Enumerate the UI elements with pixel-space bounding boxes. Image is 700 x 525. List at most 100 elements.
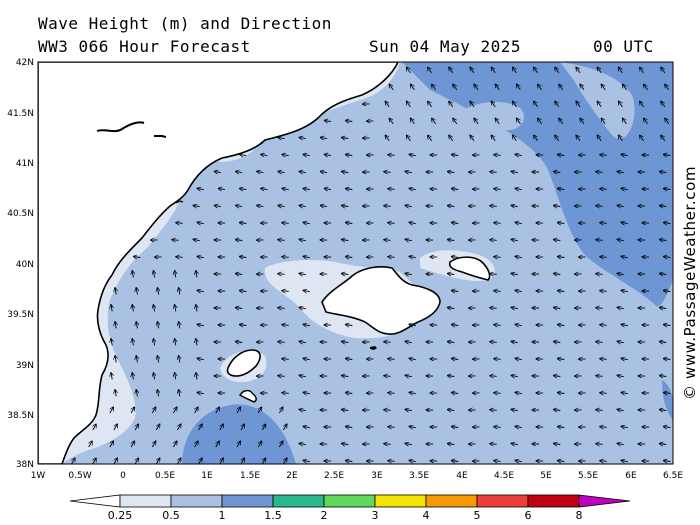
wave-direction-arrow — [282, 223, 289, 224]
wave-direction-arrow — [177, 458, 181, 464]
wave-direction-arrow — [557, 359, 565, 360]
wave-direction-arrow — [173, 441, 177, 448]
wave-direction-arrow — [451, 461, 459, 462]
wave-direction-arrow — [511, 239, 518, 240]
wave-direction-arrow — [617, 443, 624, 444]
wave-direction-arrow — [409, 358, 416, 359]
wave-direction-arrow — [341, 410, 349, 411]
wave-direction-arrow — [659, 410, 667, 411]
wave-direction-arrow — [131, 407, 135, 414]
wave-direction-arrow — [153, 271, 154, 278]
wave-direction-arrow — [114, 424, 118, 431]
wave-direction-arrow — [299, 171, 306, 172]
wave-direction-arrow — [447, 308, 455, 309]
wave-direction-arrow — [388, 461, 395, 462]
wave-direction-arrow — [303, 460, 310, 461]
wave-direction-arrow — [409, 324, 416, 325]
lon-label: 6.5E — [663, 471, 683, 481]
wave-direction-arrow — [345, 155, 353, 156]
wave-direction-arrow — [196, 373, 197, 380]
wave-direction-arrow — [283, 458, 287, 464]
wave-direction-arrow — [261, 188, 268, 189]
wave-direction-arrow — [659, 274, 667, 275]
wave-direction-arrow — [239, 257, 247, 258]
wave-direction-arrow — [282, 325, 289, 326]
wave-direction-arrow — [324, 154, 332, 155]
wave-direction-arrow — [406, 135, 411, 142]
wave-direction-arrow — [258, 407, 262, 414]
wave-direction-arrow — [303, 256, 310, 257]
wave-direction-arrow — [175, 271, 176, 278]
wave-direction-arrow — [235, 308, 243, 309]
wave-direction-arrow — [661, 101, 666, 108]
wave-direction-arrow — [515, 460, 522, 461]
wave-direction-arrow — [640, 67, 644, 74]
wave-direction-arrow — [659, 172, 667, 173]
wave-direction-arrow — [299, 239, 306, 240]
wave-direction-arrow — [600, 155, 607, 156]
wave-direction-arrow — [115, 356, 116, 363]
wave-direction-arrow — [388, 359, 395, 360]
wave-direction-arrow — [410, 84, 415, 91]
colorbar-high-arrow — [578, 494, 631, 508]
wave-direction-arrow — [257, 205, 264, 206]
wave-direction-arrow — [596, 308, 603, 309]
wave-zone-0.5-1m-patch — [455, 101, 525, 131]
wave-direction-arrow — [299, 273, 306, 274]
wave-direction-arrow — [136, 288, 137, 295]
wave-direction-arrow — [385, 135, 390, 142]
wave-direction-arrow — [345, 257, 353, 258]
wave-direction-arrow — [283, 424, 287, 431]
wave-direction-arrow — [177, 424, 181, 431]
wave-direction-arrow — [303, 222, 310, 223]
wave-direction-arrow — [597, 67, 602, 74]
wave-direction-arrow — [258, 441, 262, 448]
lon-label: 3E — [371, 471, 383, 481]
wave-direction-arrow — [451, 325, 459, 326]
wave-direction-arrow — [110, 441, 114, 448]
wave-direction-arrow — [428, 67, 432, 74]
wave-direction-arrow — [491, 67, 496, 74]
wave-direction-arrow — [659, 206, 667, 207]
wave-direction-arrow — [341, 444, 349, 445]
wave-direction-arrow — [447, 206, 455, 207]
wave-direction-arrow — [494, 155, 501, 156]
wave-direction-arrow — [622, 84, 627, 91]
colorbar-legend: 0.25 0.5 1 1.5 2 3 4 5 6 8 — [69, 494, 631, 522]
wave-direction-arrow — [621, 324, 628, 325]
wave-direction-arrow — [193, 205, 200, 206]
wave-direction-arrow — [659, 342, 667, 343]
wave-direction-arrow — [197, 188, 204, 189]
wave-direction-arrow — [278, 274, 285, 275]
wave-direction-arrow — [131, 441, 135, 448]
wave-direction-arrow — [341, 342, 349, 343]
wave-direction-arrow — [621, 426, 628, 427]
wave-direction-arrow — [451, 223, 459, 224]
wave-direction-arrow — [303, 358, 310, 359]
wave-direction-arrow — [555, 101, 560, 108]
lat-label: 40.5N — [7, 209, 34, 219]
colorbar-swatch — [476, 494, 529, 508]
wave-direction-arrow — [621, 460, 628, 461]
wave-direction-arrow — [511, 307, 518, 308]
wave-direction-arrow — [644, 118, 648, 125]
wave-direction-arrow — [447, 274, 455, 275]
wave-direction-arrow — [555, 67, 560, 74]
wave-direction-arrow — [512, 135, 517, 142]
wave-direction-arrow — [490, 342, 497, 343]
wave-direction-arrow — [262, 424, 266, 431]
wave-direction-arrow — [596, 274, 603, 275]
wave-direction-arrow — [197, 392, 204, 393]
wave-direction-arrow — [406, 67, 411, 74]
wave-direction-arrow — [384, 410, 391, 411]
wave-direction-arrow — [596, 444, 603, 445]
colorbar-swatch — [221, 494, 274, 508]
wave-direction-arrow — [239, 325, 247, 326]
lat-label: 40N — [16, 260, 34, 270]
wave-direction-arrow — [512, 101, 517, 108]
wave-direction-arrow — [282, 154, 289, 155]
wave-direction-arrow — [511, 171, 518, 172]
wave-direction-arrow — [133, 257, 141, 258]
wave-direction-arrow — [600, 427, 607, 428]
wave-direction-arrow — [621, 188, 628, 189]
